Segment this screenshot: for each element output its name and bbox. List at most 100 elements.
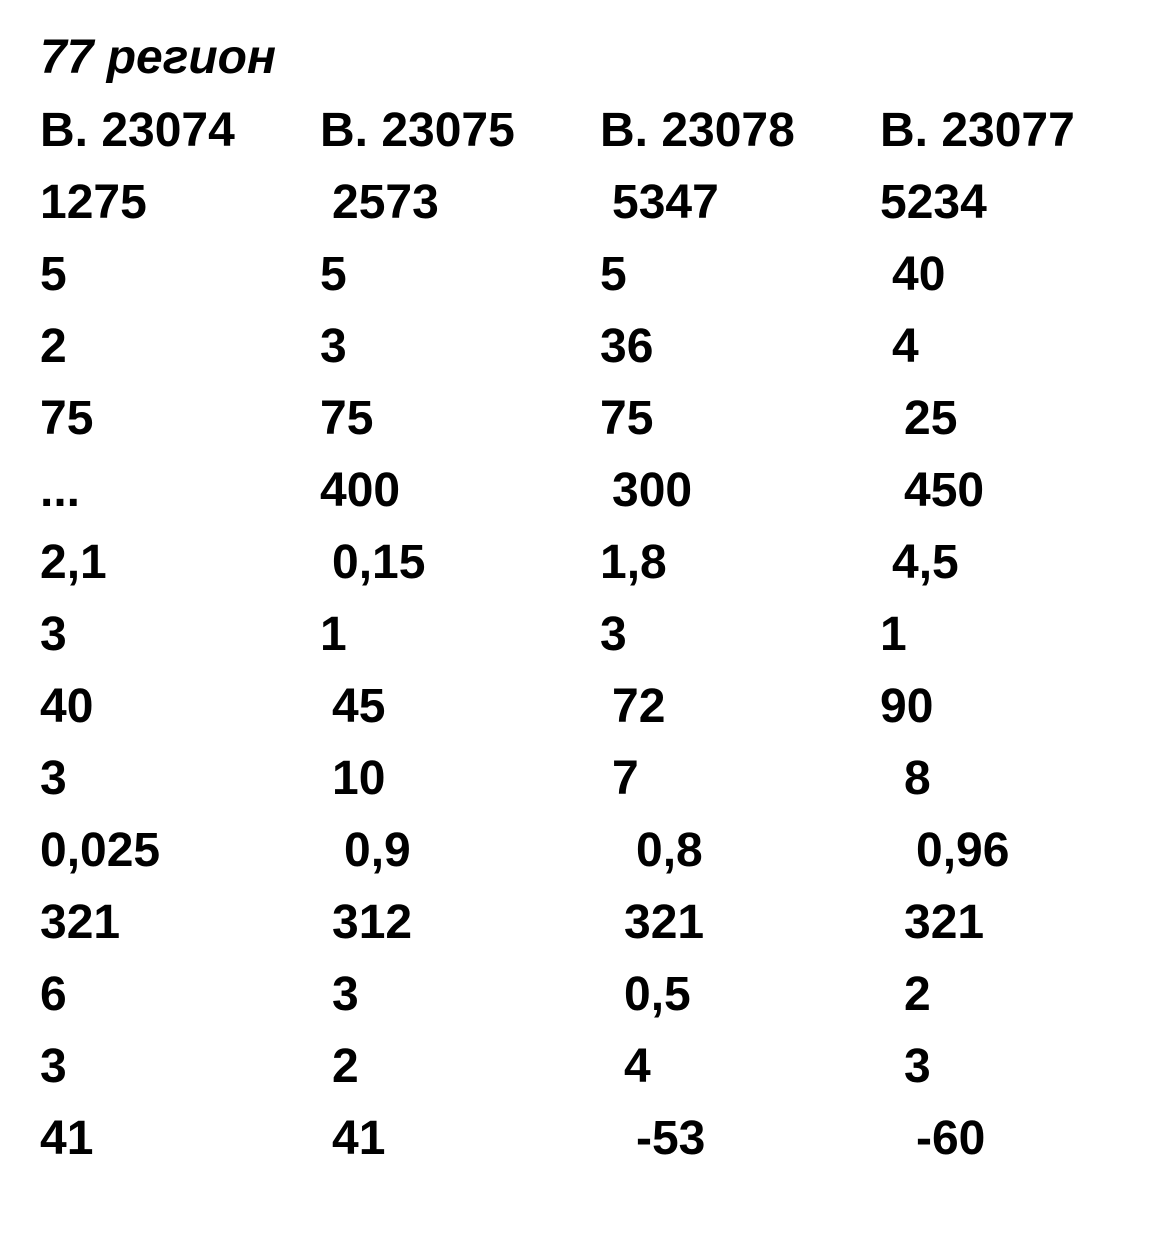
table-cell: 4,5 — [850, 527, 1120, 599]
cell-value: 300 — [600, 464, 692, 517]
cell-value: 0,96 — [880, 824, 1009, 877]
table-header-cell: В. 23075 — [310, 95, 580, 167]
cell-value: 321 — [600, 896, 704, 949]
table-cell: 72 — [580, 671, 850, 743]
table-cell: 2,1 — [40, 527, 310, 599]
cell-value: 2 — [880, 968, 931, 1021]
table-cell: 321 — [850, 887, 1120, 959]
table-cell: ... — [40, 455, 310, 527]
table-cell: 321 — [580, 887, 850, 959]
table-row: 3 1 3 1 — [40, 599, 1136, 671]
cell-value: 2,1 — [40, 536, 107, 589]
cell-value: 5 — [320, 248, 347, 301]
table-cell: 321 — [40, 887, 310, 959]
table-row: 3 10 78 — [40, 743, 1136, 815]
cell-value: 75 — [320, 392, 373, 445]
table-row: 4141-53-60 — [40, 1103, 1136, 1175]
table-cell: 0,15 — [310, 527, 580, 599]
cell-value: 10 — [320, 752, 385, 805]
table-cell: 5347 — [580, 167, 850, 239]
table-cell: 5 — [580, 239, 850, 311]
cell-value: 312 — [320, 896, 412, 949]
cell-value: 72 — [600, 680, 665, 733]
cell-value: 321 — [880, 896, 984, 949]
table-cell: 3 — [850, 1031, 1120, 1103]
cell-value: 1275 — [40, 176, 147, 229]
table-cell: 1,8 — [580, 527, 850, 599]
table-cell: 1 — [850, 599, 1120, 671]
table-row: 1275 2573 5347 5234 — [40, 167, 1136, 239]
data-table: В. 23074 В. 23075 В. 23078 В. 23077 1275… — [40, 95, 1136, 1175]
table-cell: 40 — [40, 671, 310, 743]
cell-value: 321 — [40, 896, 120, 949]
cell-value: 5 — [40, 248, 67, 301]
cell-value: -53 — [600, 1112, 705, 1165]
table-cell: 3 — [40, 599, 310, 671]
cell-value: 45 — [320, 680, 385, 733]
table-cell: 3 — [310, 311, 580, 383]
cell-value: 2573 — [320, 176, 439, 229]
table-row: 2 3 36 4 — [40, 311, 1136, 383]
cell-value: 1,8 — [600, 536, 667, 589]
table-cell: 8 — [850, 743, 1120, 815]
cell-value: 25 — [880, 392, 957, 445]
table-cell: 7 — [580, 743, 850, 815]
table-cell: 90 — [850, 671, 1120, 743]
cell-value: 8 — [880, 752, 931, 805]
table-cell: 75 — [580, 383, 850, 455]
table-cell: 2 — [850, 959, 1120, 1031]
table-cell: 6 — [40, 959, 310, 1031]
table-header-cell: В. 23078 — [580, 95, 850, 167]
cell-value: 2 — [40, 320, 67, 373]
cell-value: 3 — [40, 608, 67, 661]
cell-value: 5347 — [600, 176, 719, 229]
table-cell: 1275 — [40, 167, 310, 239]
table-cell: 3 — [580, 599, 850, 671]
table-row: 3 2 4 3 — [40, 1031, 1136, 1103]
table-row: 321 312 321 321 — [40, 887, 1136, 959]
table-header-cell: В. 23074 — [40, 95, 310, 167]
table-cell: 10 — [310, 743, 580, 815]
table-row: 630,52 — [40, 959, 1136, 1031]
cell-value: 3 — [40, 1040, 67, 1093]
cell-value: 75 — [600, 392, 653, 445]
table-cell: 5 — [40, 239, 310, 311]
table-cell: 4 — [580, 1031, 850, 1103]
cell-value: 4 — [880, 320, 919, 373]
table-cell: 312 — [310, 887, 580, 959]
cell-value: 3 — [320, 320, 347, 373]
cell-value: ... — [40, 464, 80, 517]
cell-value: 1 — [320, 608, 347, 661]
cell-value: 5 — [600, 248, 627, 301]
table-header-cell: В. 23077 — [850, 95, 1120, 167]
cell-value: 40 — [880, 248, 945, 301]
cell-value: 5234 — [880, 176, 987, 229]
table-row: 40 45 72 90 — [40, 671, 1136, 743]
table-cell: 40 — [850, 239, 1120, 311]
cell-value: 3 — [600, 608, 627, 661]
cell-value: 0,9 — [320, 824, 411, 877]
cell-value: 4 — [600, 1040, 651, 1093]
cell-value: 90 — [880, 680, 933, 733]
table-cell: 450 — [850, 455, 1120, 527]
cell-value: 0,025 — [40, 824, 160, 877]
table-cell: 1 — [310, 599, 580, 671]
cell-value: 400 — [320, 464, 400, 517]
table-cell: 5 — [310, 239, 580, 311]
cell-value: 2 — [320, 1040, 359, 1093]
table-cell: 400 — [310, 455, 580, 527]
table-cell: 36 — [580, 311, 850, 383]
table-cell: 5234 — [850, 167, 1120, 239]
cell-value: 3 — [40, 752, 67, 805]
table-cell: 3 — [40, 743, 310, 815]
cell-value: 0,15 — [320, 536, 425, 589]
cell-value: 40 — [40, 680, 93, 733]
table-cell: 45 — [310, 671, 580, 743]
cell-value: 3 — [320, 968, 359, 1021]
table-cell: 2 — [40, 311, 310, 383]
table-cell: 41 — [310, 1103, 580, 1175]
table-row: 2,1 0,15 1,8 4,5 — [40, 527, 1136, 599]
table-cell: 25 — [850, 383, 1120, 455]
page-title: 77 регион — [40, 30, 1136, 85]
cell-value: 0,5 — [600, 968, 691, 1021]
